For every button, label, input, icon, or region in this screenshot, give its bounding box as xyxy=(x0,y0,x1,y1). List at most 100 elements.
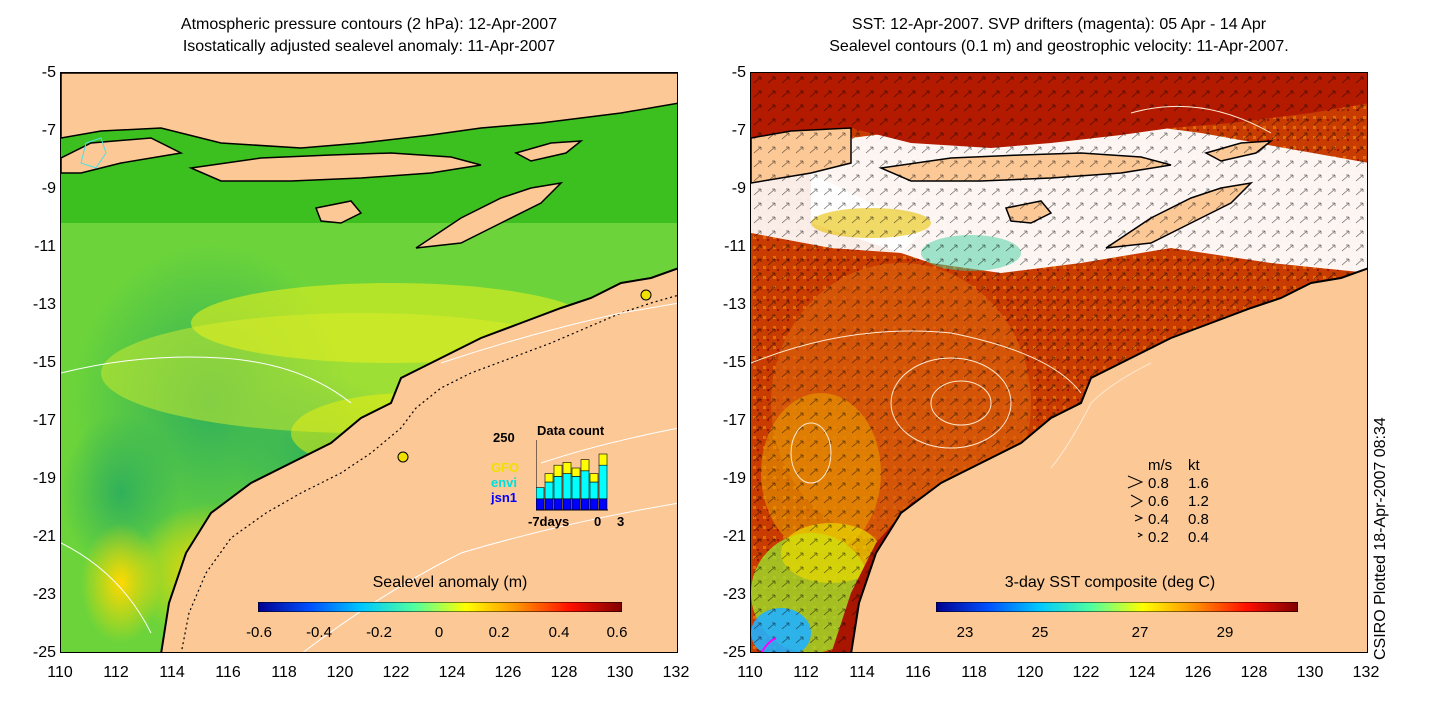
y-tick: -19 xyxy=(722,470,746,487)
y-tick: -19 xyxy=(32,470,56,487)
data-count-title: Data count xyxy=(537,423,605,438)
sst-map[interactable] xyxy=(750,72,1368,653)
legend-row-ms: 0.4 xyxy=(1148,511,1169,528)
x-tick: 118 xyxy=(961,664,987,681)
x-tick: 126 xyxy=(1184,664,1212,681)
data-count-bar-jsn1 xyxy=(544,498,554,511)
legend-row-kt: 0.8 xyxy=(1188,511,1209,528)
y-tick: -21 xyxy=(32,528,56,545)
y-tick: -25 xyxy=(722,644,746,661)
x-tick: 132 xyxy=(1352,664,1380,681)
y-tick: -21 xyxy=(722,528,746,545)
data-count-xlabel-zero: 0 xyxy=(594,514,602,529)
colorbar-tick: -0.6 xyxy=(246,624,272,641)
data-count-bar-jsn1 xyxy=(598,498,608,511)
velocity-arrow-glyph xyxy=(1127,475,1144,489)
left-title-line1: Atmospheric pressure contours (2 hPa): 1… xyxy=(180,16,558,33)
data-count-xlabel-start: -7days xyxy=(528,514,570,529)
satellite-label-envi: envi xyxy=(491,475,518,490)
sst-map-canvas xyxy=(751,73,1367,652)
x-tick: 122 xyxy=(1072,664,1100,681)
y-tick: -7 xyxy=(41,122,56,139)
plot-credit: CSIRO Plotted 18-Apr-2007 08:34 xyxy=(1372,417,1389,660)
data-count-chart xyxy=(536,440,608,511)
legend-row-kt: 0.4 xyxy=(1188,529,1209,546)
colorbar-gradient xyxy=(936,602,1298,612)
x-tick: 132 xyxy=(662,664,690,681)
data-count-bar-envi xyxy=(553,476,563,500)
right-title-line1: SST: 12-Apr-2007. SVP drifters (magenta)… xyxy=(851,16,1267,33)
data-count-bar-gfo xyxy=(571,467,581,477)
sst-colorbar-label: 3-day SST composite (deg C) xyxy=(1004,574,1216,591)
data-count-bar-jsn1 xyxy=(571,498,581,511)
colorbar-tick: 0.6 xyxy=(606,624,628,641)
colorbar-tick: 27 xyxy=(1131,624,1149,641)
colorbar-tick: 0.2 xyxy=(488,624,510,641)
data-count-bar-envi xyxy=(598,464,608,500)
x-tick: 120 xyxy=(326,664,354,681)
x-tick: 120 xyxy=(1016,664,1044,681)
data-count-bar-jsn1 xyxy=(589,498,599,511)
colorbar-tick: -0.4 xyxy=(306,624,332,641)
colorbar-tick: 0 xyxy=(434,624,444,641)
x-tick: 128 xyxy=(1240,664,1268,681)
data-count-bar-jsn1 xyxy=(536,498,545,511)
left-map-title: Atmospheric pressure contours (2 hPa): 1… xyxy=(60,14,678,58)
satellite-label-jsn1: jsn1 xyxy=(491,490,518,505)
y-tick: -23 xyxy=(722,586,746,603)
data-count-bar-envi xyxy=(562,473,572,500)
data-count-bar-jsn1 xyxy=(553,498,563,511)
data-count-bar-gfo xyxy=(598,453,608,466)
y-tick: -17 xyxy=(722,412,746,429)
data-count-bar-gfo xyxy=(553,464,563,477)
data-count-bar-gfo xyxy=(589,473,599,483)
x-tick: 116 xyxy=(905,664,931,681)
left-title-line2: Isostatically adjusted sealevel anomaly:… xyxy=(182,38,556,55)
x-tick: 110 xyxy=(47,664,73,681)
y-tick: -5 xyxy=(41,64,56,81)
data-count-xlabel-end: 3 xyxy=(617,514,625,529)
sst-colorbar xyxy=(936,602,1298,612)
velocity-arrow-glyph xyxy=(1130,494,1144,508)
data-count-bar-envi xyxy=(544,481,554,500)
sealevel-map-canvas xyxy=(61,73,677,652)
satellite-label-gfo: GFO xyxy=(491,460,520,475)
data-count-bar-gfo xyxy=(562,462,572,474)
data-count-axis xyxy=(536,440,608,511)
legend-row-ms: 0.2 xyxy=(1148,529,1169,546)
x-tick: 126 xyxy=(494,664,522,681)
sealevel-anomaly-map[interactable] xyxy=(60,72,678,653)
legend-header-ms: m/s xyxy=(1148,457,1173,474)
data-count-bar-gfo xyxy=(580,459,590,472)
velocity-arrow-glyph xyxy=(1137,532,1144,538)
y-tick: -25 xyxy=(32,644,56,661)
colorbar-tick: 25 xyxy=(1031,624,1049,641)
x-tick: 128 xyxy=(550,664,578,681)
australia-land-sst xyxy=(850,267,1367,652)
data-count-bar-gfo xyxy=(544,473,554,483)
colorbar-tick: 23 xyxy=(956,624,974,641)
data-count-bar-envi xyxy=(536,487,545,500)
y-tick: -13 xyxy=(722,296,746,313)
x-tick: 124 xyxy=(438,664,466,681)
x-tick: 114 xyxy=(159,664,185,681)
sealevel-colorbar xyxy=(258,602,622,612)
y-tick: -11 xyxy=(724,238,746,255)
y-tick: -13 xyxy=(32,296,56,313)
y-tick: -17 xyxy=(32,412,56,429)
x-tick: 112 xyxy=(793,664,819,681)
colorbar-tick: 0.4 xyxy=(548,624,570,641)
x-tick: 114 xyxy=(849,664,875,681)
velocity-arrow-glyphs xyxy=(1127,475,1144,538)
right-title-line2: Sealevel contours (0.1 m) and geostrophi… xyxy=(829,38,1289,55)
legend-row-ms: 0.8 xyxy=(1148,475,1169,492)
y-tick: -15 xyxy=(32,354,56,371)
legend-row-kt: 1.6 xyxy=(1188,475,1209,492)
colorbar-tick: -0.2 xyxy=(366,624,392,641)
x-tick: 124 xyxy=(1128,664,1156,681)
x-tick: 130 xyxy=(1296,664,1324,681)
y-tick: -7 xyxy=(731,122,746,139)
x-tick: 130 xyxy=(606,664,634,681)
y-tick: -11 xyxy=(34,238,56,255)
x-tick: 122 xyxy=(382,664,410,681)
